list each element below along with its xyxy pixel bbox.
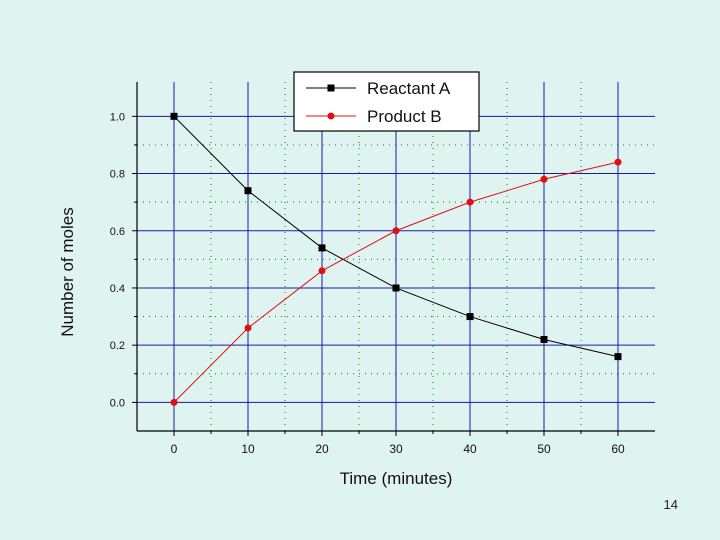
grid [137, 82, 655, 431]
y-tick-label: 0.6 [110, 226, 125, 238]
data-point [170, 112, 178, 120]
y-axis-label: Number of moles [58, 207, 77, 336]
legend-label: Reactant A [367, 79, 451, 98]
x-tick-label: 10 [241, 442, 255, 456]
data-point [466, 313, 474, 321]
data-point [614, 353, 622, 361]
legend-label: Product B [367, 107, 442, 126]
x-tick-label: 40 [463, 442, 477, 456]
x-axis-label: Time (minutes) [340, 469, 453, 488]
data-point [614, 158, 622, 166]
data-point [540, 175, 548, 183]
data-point [244, 187, 252, 195]
series-1 [170, 158, 622, 406]
legend-box [293, 71, 480, 132]
data-point [540, 335, 548, 343]
data-point [392, 284, 400, 292]
y-tick-label: 0.0 [110, 397, 125, 409]
x-tick-label: 30 [389, 442, 403, 456]
x-tick-label: 60 [611, 442, 625, 456]
y-tick-label: 0.4 [110, 283, 125, 295]
slide-number: 14 [663, 497, 678, 512]
series-layer [170, 112, 622, 406]
data-point [244, 324, 252, 332]
data-point [392, 227, 400, 235]
legend-marker [327, 84, 335, 92]
x-tick-label: 20 [315, 442, 329, 456]
y-tick-label: 0.8 [110, 169, 125, 181]
data-point [170, 398, 178, 406]
y-tick-label: 0.2 [110, 340, 125, 352]
data-point [466, 198, 474, 206]
axes: 0.0 0.2 0.4 0.6 0.8 1.0 0 10 20 30 40 50 60 [110, 82, 655, 456]
legend: Reactant A Product B [293, 71, 480, 132]
y-tick-label: 1.0 [110, 111, 125, 123]
series-0 [170, 112, 622, 361]
data-point [318, 267, 326, 275]
x-tick-label: 0 [171, 442, 178, 456]
x-tick-label: 50 [537, 442, 551, 456]
legend-marker [327, 112, 335, 120]
data-point [318, 244, 326, 252]
